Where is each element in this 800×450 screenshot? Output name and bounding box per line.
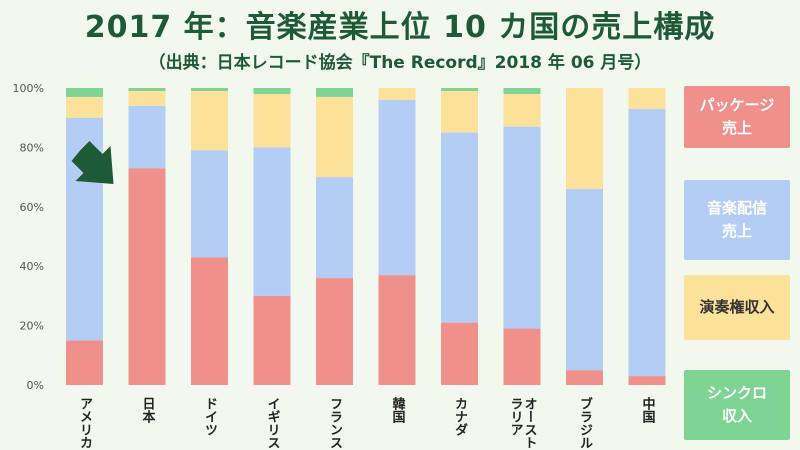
bar-segment — [128, 168, 166, 385]
arrow-annotation — [71, 141, 114, 184]
bar-segment — [128, 90, 166, 106]
x-category-label: オースト — [522, 397, 538, 449]
bar-segment — [128, 88, 166, 91]
legend-performance-rights: 演奏権収入 — [684, 275, 790, 340]
bar-segment — [316, 278, 353, 385]
x-category-label: イギリス — [265, 397, 281, 449]
bar-segment — [253, 295, 291, 385]
bar-segment — [441, 132, 478, 323]
x-category-label: 韓国 — [390, 396, 406, 424]
bar-segment — [316, 88, 353, 97]
bar-segment — [628, 376, 666, 385]
bar-segment — [628, 88, 666, 109]
bar-segment — [128, 105, 166, 169]
bar-segment — [566, 370, 603, 385]
bar-segment — [191, 257, 228, 385]
bar-segment — [441, 90, 478, 133]
y-tick-label: 40% — [20, 260, 44, 273]
x-category-label: 日本 — [140, 397, 156, 424]
x-category-label: ラリア — [508, 397, 523, 436]
x-category-label: ブラジル — [577, 396, 593, 449]
y-tick-label: 20% — [20, 320, 44, 333]
legend-package-sales: パッケージ 売上 — [684, 86, 790, 148]
bar-segment — [503, 88, 541, 94]
bar-segment — [66, 88, 103, 97]
y-tick-label: 100% — [13, 82, 44, 95]
bar-segment — [378, 99, 416, 276]
bar-segment — [316, 177, 353, 279]
x-category-label: カナダ — [452, 397, 468, 436]
bar-segment — [566, 188, 603, 371]
bar-segment — [441, 88, 478, 91]
bar-segment — [566, 88, 603, 189]
x-category-label: フランス — [327, 397, 342, 449]
y-tick-label: 60% — [20, 201, 44, 214]
bar-segment — [316, 96, 353, 178]
arrow-icon — [71, 141, 114, 184]
legend-sync-income: シンクロ 収入 — [684, 370, 790, 440]
x-category-label: ドイツ — [202, 397, 218, 436]
bar-segment — [66, 96, 103, 118]
chart-subtitle: （出典：日本レコード協会『The Record』2018 年 06 月号） — [148, 53, 652, 73]
bar-segment — [628, 108, 666, 377]
bar-segment — [191, 90, 228, 151]
bar-segment — [253, 147, 291, 296]
bar-segment — [66, 340, 103, 385]
bar-segment — [378, 88, 416, 100]
bar-segment — [191, 88, 228, 91]
bar-segment — [253, 88, 291, 94]
bars — [66, 88, 666, 385]
chart-title: 2017 年：音楽産業上位 10 カ国の売上構成 — [84, 10, 716, 45]
bar-segment — [503, 126, 541, 329]
y-tick-label: 0% — [27, 379, 44, 392]
legend-digital-sales: 音楽配信 売上 — [684, 180, 790, 260]
bar-segment — [378, 275, 416, 385]
bar-segment — [253, 93, 291, 148]
x-category-label: 中国 — [640, 396, 656, 424]
x-category-label: アメリカ — [77, 397, 92, 449]
y-axis: 0% 20% 40% 60% 80% 100% — [13, 82, 44, 392]
bar-segment — [441, 322, 478, 385]
bar-segment — [191, 150, 228, 258]
bar-segment — [503, 93, 541, 127]
y-tick-label: 80% — [20, 141, 44, 154]
bar-segment — [503, 328, 541, 385]
